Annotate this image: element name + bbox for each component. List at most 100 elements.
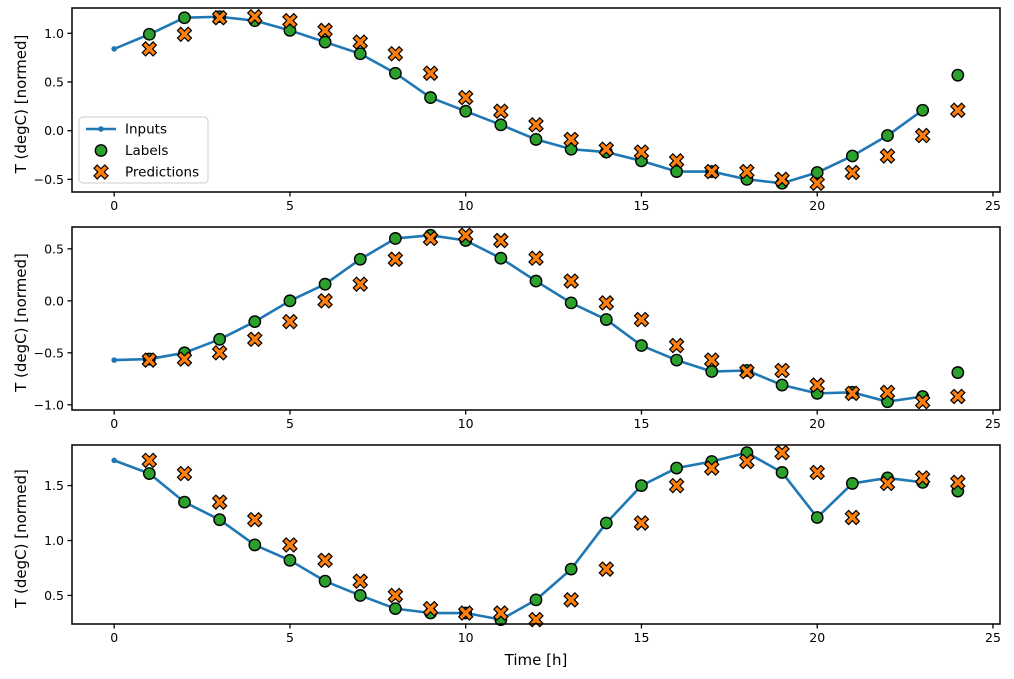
label-point bbox=[318, 277, 332, 291]
prediction-point bbox=[141, 352, 158, 368]
prediction-point bbox=[457, 89, 474, 106]
prediction-point bbox=[176, 26, 193, 43]
label-point bbox=[845, 149, 859, 163]
x-tick-label: 15 bbox=[634, 630, 650, 645]
x-tick-label: 10 bbox=[458, 198, 474, 213]
prediction-point bbox=[352, 573, 369, 590]
prediction-point bbox=[282, 537, 298, 553]
label-point bbox=[178, 11, 191, 25]
prediction-point bbox=[739, 453, 755, 470]
prediction-point bbox=[246, 511, 263, 528]
series-predictions bbox=[141, 8, 966, 192]
label-point bbox=[916, 103, 930, 117]
label-point bbox=[459, 104, 473, 118]
label-point bbox=[670, 165, 684, 178]
x-tick-label: 25 bbox=[985, 630, 1001, 645]
prediction-point bbox=[282, 313, 298, 330]
prediction-point bbox=[809, 464, 826, 481]
label-point bbox=[213, 332, 227, 346]
prediction-point bbox=[844, 164, 861, 181]
x-tick-label: 5 bbox=[286, 630, 294, 645]
legend-box bbox=[78, 116, 209, 184]
label-point bbox=[775, 378, 789, 392]
prediction-point bbox=[387, 45, 404, 62]
y-tick-label: −0.5 bbox=[34, 345, 64, 360]
label-point bbox=[318, 35, 332, 49]
subplot-3: 0 5 10 15 20 25 1.5 1.0 0.5 T (degC) [normed] Time… bbox=[12, 444, 1001, 669]
prediction-point bbox=[633, 311, 650, 328]
label-point bbox=[494, 251, 508, 265]
prediction-point bbox=[703, 352, 720, 368]
prediction-point bbox=[914, 127, 931, 144]
legend-label: Predictions bbox=[125, 165, 199, 181]
label-point bbox=[951, 366, 965, 379]
label-point bbox=[670, 461, 684, 475]
label-point bbox=[599, 313, 613, 326]
prediction-point bbox=[492, 103, 509, 120]
prediction-point bbox=[949, 102, 966, 119]
prediction-point bbox=[563, 131, 580, 148]
prediction-point bbox=[422, 600, 439, 617]
subplot-2: 0 5 10 15 20 25 0.5 0.0 −0.5 −1.0 T (degC) [normed… bbox=[12, 226, 1001, 431]
legend-labels-circle bbox=[94, 144, 108, 157]
prediction-point bbox=[879, 475, 896, 492]
prediction-point bbox=[844, 385, 861, 402]
label-point bbox=[142, 467, 156, 480]
prediction-point bbox=[211, 344, 228, 361]
prediction-point bbox=[809, 175, 826, 192]
prediction-point bbox=[668, 152, 685, 169]
x-tick-label: 10 bbox=[458, 416, 474, 431]
y-tick-label: −0.5 bbox=[34, 172, 64, 187]
x-tick-label: 15 bbox=[634, 416, 650, 431]
legend-label: Labels bbox=[125, 143, 168, 159]
y-tick-label: 1.0 bbox=[44, 26, 64, 41]
prediction-point bbox=[528, 250, 544, 267]
label-point bbox=[845, 477, 859, 490]
input-point bbox=[111, 457, 117, 464]
prediction-point bbox=[774, 171, 790, 188]
prediction-point bbox=[739, 163, 755, 180]
x-tick-label: 20 bbox=[809, 630, 825, 645]
prediction-point bbox=[844, 509, 861, 526]
prediction-point bbox=[739, 363, 755, 380]
prediction-point bbox=[703, 163, 720, 180]
label-point bbox=[283, 553, 297, 567]
y-tick-label: 0.5 bbox=[44, 74, 64, 89]
prediction-point bbox=[141, 452, 158, 469]
prediction-point bbox=[563, 591, 580, 608]
prediction-point bbox=[422, 230, 439, 247]
prediction-point bbox=[774, 362, 790, 379]
label-point bbox=[599, 516, 613, 530]
x-tick-label: 15 bbox=[634, 198, 650, 213]
label-point bbox=[810, 166, 824, 179]
input-point bbox=[111, 357, 117, 363]
prediction-point bbox=[317, 292, 333, 309]
x-tick-label: 20 bbox=[809, 416, 825, 431]
x-tick-label: 25 bbox=[985, 198, 1001, 213]
prediction-point bbox=[668, 337, 685, 354]
label-point bbox=[283, 294, 297, 308]
series-labels bbox=[142, 228, 965, 409]
prediction-point bbox=[879, 148, 896, 164]
prediction-point bbox=[176, 351, 193, 367]
prediction-point bbox=[633, 515, 650, 531]
y-tick-label: 0.0 bbox=[44, 293, 64, 308]
axes-box bbox=[71, 444, 1001, 625]
prediction-point bbox=[282, 12, 298, 29]
label-point bbox=[881, 129, 894, 142]
prediction-point bbox=[387, 587, 404, 604]
prediction-point bbox=[317, 552, 333, 569]
x-tick-label: 5 bbox=[286, 416, 294, 431]
legend-label: Inputs bbox=[125, 122, 167, 138]
label-point bbox=[318, 574, 332, 588]
label-point bbox=[353, 47, 367, 61]
prediction-point bbox=[246, 331, 263, 348]
legend-inputs-dot bbox=[98, 126, 104, 132]
prediction-point bbox=[492, 232, 509, 249]
label-point bbox=[388, 66, 402, 80]
prediction-point bbox=[563, 273, 580, 289]
prediction-point bbox=[457, 605, 474, 621]
prediction-point bbox=[949, 474, 966, 491]
label-point bbox=[213, 513, 227, 527]
